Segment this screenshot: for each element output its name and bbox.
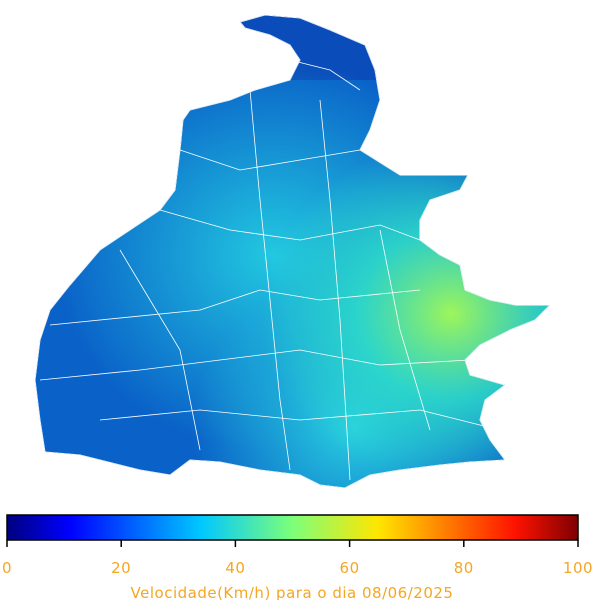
colorbar-label: Velocidade(Km/h) para o dia 08/06/2025: [131, 584, 454, 600]
tick-label: 40: [225, 559, 245, 577]
colorbar-ticks: 0 20 40 60 80 100: [2, 540, 593, 577]
colorbar: [6, 514, 579, 541]
tick-label: 100: [563, 559, 593, 577]
tick-label: 80: [454, 559, 474, 577]
tick-label: 0: [2, 559, 12, 577]
tick-label: 20: [111, 559, 131, 577]
state-map: [35, 15, 550, 488]
tick-label: 60: [340, 559, 360, 577]
